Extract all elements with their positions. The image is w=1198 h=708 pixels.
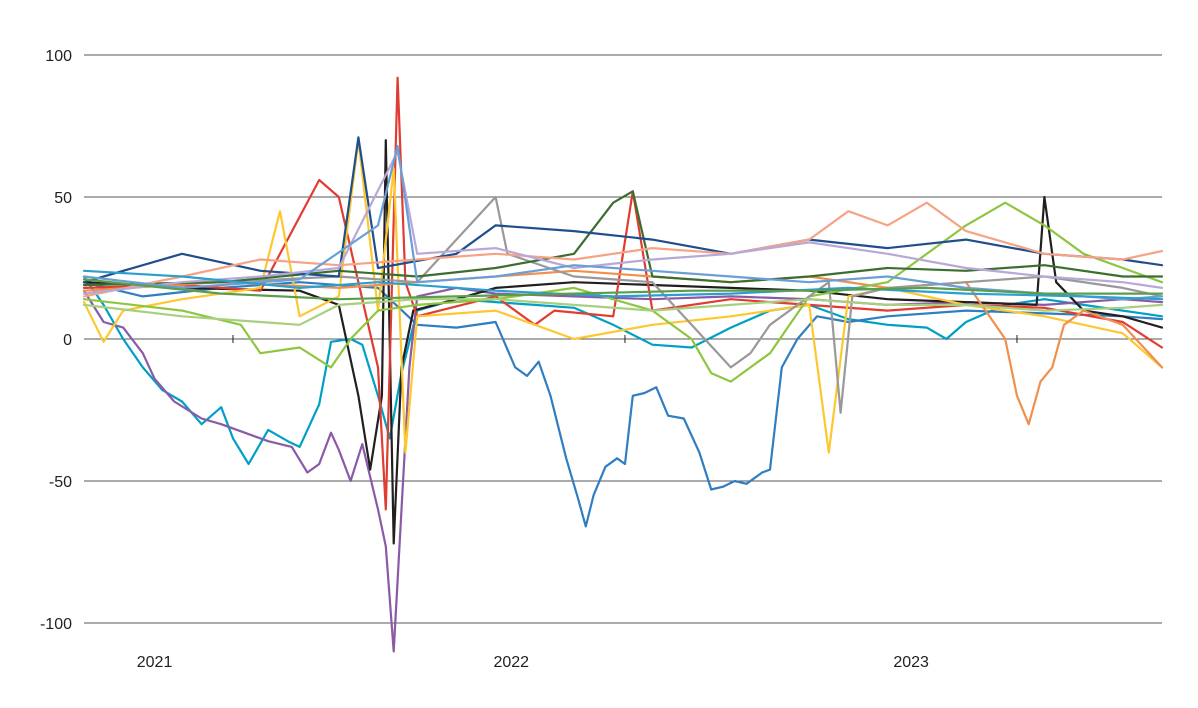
y-tick-label: -100 [40,616,72,633]
series-lines [82,76,1164,653]
x-axis-tick-marks [232,335,1018,343]
series-line-7 [82,201,1164,383]
series-line-3 [82,139,1164,545]
series-line-16 [82,278,1164,301]
series-line-4 [82,76,1164,511]
gridlines [84,54,1162,624]
series-line-0 [82,275,1164,466]
y-axis-tick-labels: 100 50 0 -50 -100 [40,48,72,633]
x-tick-label: 2021 [137,654,173,671]
series-line-12 [82,150,1164,295]
x-tick-label: 2022 [493,654,529,671]
series-line-13 [82,144,1164,301]
y-tick-label: 50 [54,190,72,207]
y-tick-label: -50 [49,474,72,491]
series-line-14 [82,298,1164,326]
series-line-1 [82,286,1164,653]
y-tick-label: 0 [63,332,72,349]
y-tick-label: 100 [45,48,72,65]
series-line-10 [82,136,1164,284]
series-line-15 [82,269,1164,301]
series-line-9 [82,190,1164,287]
series-line-8 [82,195,1164,414]
x-tick-label: 2023 [893,654,929,671]
series-line-2 [82,281,1164,528]
x-axis-tick-labels: 2021 2022 2023 [137,654,929,671]
